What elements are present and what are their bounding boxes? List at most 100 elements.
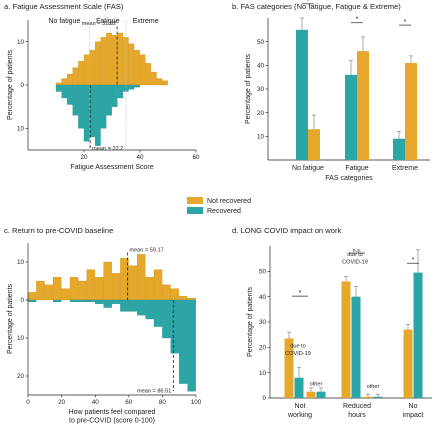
y-tick-label: 40 [257, 63, 265, 70]
histogram-bar [137, 254, 146, 301]
y-tick-label: 20 [17, 373, 25, 380]
y-tick-label: 20 [257, 110, 265, 117]
histogram-bar [111, 35, 118, 86]
histogram-bar [162, 299, 171, 339]
x-axis-label: FAS categories [325, 175, 373, 182]
bar-annotation: COVID-19 [342, 260, 368, 266]
bar [393, 138, 405, 160]
x-tick-label: 60 [125, 399, 133, 406]
x-category-label: working [287, 412, 312, 419]
mean-label-not-recovered: mean = 59.17 [129, 247, 163, 253]
x-tick-label: 40 [92, 399, 100, 406]
bar-annotation: due to [347, 252, 363, 258]
histogram-bar [128, 84, 135, 90]
bar-annotation: COVID-19 [285, 351, 311, 357]
y-tick-label: 50 [257, 39, 265, 46]
bar [345, 74, 357, 160]
x-category-label: Reduced [343, 403, 371, 410]
histogram-bar [170, 288, 180, 301]
x-category-label: Not [295, 403, 306, 410]
histogram-bar [67, 74, 73, 86]
histogram-bar [137, 299, 146, 316]
x-tick-label: 100 [191, 399, 202, 406]
histogram-bar [145, 63, 152, 86]
bar [405, 62, 417, 160]
y-axis-label: Percentage of patients [245, 53, 252, 124]
y-tick-label: 20 [259, 345, 267, 352]
histogram-bar [95, 84, 101, 146]
panel-d-plot: 0 10 20 30 40 50 Percentage of patients Not work… [247, 246, 432, 419]
bar [296, 29, 308, 161]
x-category-label: No [409, 403, 418, 410]
histogram-bar [187, 297, 196, 301]
histogram-bar [67, 84, 73, 105]
bar-annotation: other [367, 384, 380, 390]
histogram-bar [72, 84, 79, 116]
x-tick-label: 0 [26, 399, 30, 406]
histogram-bar [69, 277, 79, 301]
histogram-bar [78, 299, 87, 303]
y-tick-label: 10 [259, 370, 267, 377]
histogram-bar [53, 299, 62, 303]
histogram-bar [86, 269, 96, 301]
histogram-bar [145, 277, 154, 301]
histogram-bar [120, 299, 129, 312]
histogram-bar [53, 277, 62, 301]
legend: Not recovered Recovered [187, 197, 251, 215]
histogram-bar [153, 269, 163, 301]
histogram-bar [61, 78, 68, 86]
x-tick-label: 20 [80, 154, 88, 161]
histogram-bar [61, 288, 70, 301]
histogram-bar [117, 84, 124, 99]
significance-marker: * [412, 257, 415, 264]
histogram-bar [162, 284, 171, 301]
x-category-label: No fatigue [292, 165, 324, 172]
histogram-bar [44, 284, 54, 301]
panel-d-title: d. LONG COVID impact on work [232, 226, 342, 235]
histogram-bar [78, 61, 84, 86]
mean-label-recovered: mean = 86.51 [137, 388, 171, 394]
region-label-no-fatigue: No fatigue [48, 18, 80, 25]
x-category-label: Extreme [392, 165, 418, 172]
bar [373, 396, 383, 398]
significance-marker: * [307, 0, 310, 5]
histogram-bar [83, 54, 90, 86]
region-label-fatigue: Fatigue [96, 18, 119, 25]
histogram-bar [139, 54, 146, 86]
bar [351, 296, 361, 398]
y-tick-label: 40 [259, 294, 267, 301]
histogram-bar [72, 67, 79, 86]
histogram-bar [156, 78, 163, 86]
x-tick-label: 80 [159, 399, 167, 406]
histogram-bar [27, 299, 37, 303]
histogram-bar [187, 299, 196, 392]
histogram-bar [179, 299, 188, 384]
histogram-bar [27, 292, 37, 301]
significance-marker: * [299, 290, 302, 297]
histogram-bar [95, 299, 104, 304]
significance-marker: n.s. [352, 248, 361, 254]
histogram-bar [78, 280, 87, 301]
histogram-bar [128, 43, 135, 86]
y-tick-label: 50 [259, 269, 267, 276]
y-tick-label: 10 [17, 126, 25, 133]
x-category-label: impact [403, 412, 424, 419]
x-tick-label: 60 [192, 154, 200, 161]
y-tick-label: 0 [262, 395, 266, 402]
y-tick-label: 10 [17, 335, 25, 342]
histogram-bar [134, 84, 140, 88]
bar [403, 329, 413, 398]
mean-label-not-recovered: mean = 31.82 [82, 21, 116, 27]
bar-annotation: other [310, 381, 323, 387]
histogram-bar [106, 32, 112, 86]
x-axis-label: to pre-COVID (score 0-100) [69, 418, 155, 425]
panel-a-title: a. Fatigue Assessment Scale (FAS) [4, 2, 124, 11]
y-axis-label: Percentage of patients [7, 283, 14, 354]
histogram-bar [36, 280, 45, 301]
x-category-label: hours [348, 412, 366, 419]
y-tick-label: 10 [17, 39, 25, 46]
histogram-bar [111, 273, 121, 301]
panel-a-plot: 20 40 60 10 0 10 Fatigue Assessment Score Perce… [7, 18, 200, 171]
x-axis-label: Fatigue Assessment Score [70, 164, 153, 171]
histogram-bar [83, 84, 90, 142]
